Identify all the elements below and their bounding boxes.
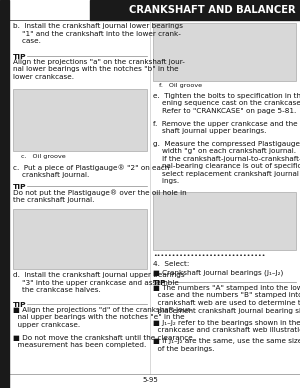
Text: g.  Measure the compressed Plastigauge®
    width "g" on each crankshaft journal: g. Measure the compressed Plastigauge® w… (153, 140, 300, 184)
Text: b.  Install the crankshaft journal lower bearings
    "1" and the crankshaft int: b. Install the crankshaft journal lower … (13, 23, 183, 44)
Bar (13, 209, 147, 269)
Text: e.  Tighten the bolts to specification in the tight-
    ening sequence cast on : e. Tighten the bolts to specification in… (153, 93, 300, 114)
Text: TIP: TIP (13, 184, 26, 190)
Text: CRANKSHAFT AND BALANCER: CRANKSHAFT AND BALANCER (129, 5, 296, 15)
Text: TIP: TIP (153, 280, 166, 286)
Text: ■ Crankshaft journal bearings (J₁–J₂): ■ Crankshaft journal bearings (J₁–J₂) (153, 270, 283, 277)
Text: ■ If J₁–J₂ are the same, use the same size for all
  of the bearings.: ■ If J₁–J₂ are the same, use the same si… (153, 338, 300, 352)
Bar (90, 0, 300, 20)
Bar (13, 89, 147, 151)
Text: f.   Oil groove: f. Oil groove (159, 83, 202, 88)
Text: ■ J₁–J₂ refer to the bearings shown in the lower
  crankcase and crankshaft web : ■ J₁–J₂ refer to the bearings shown in t… (153, 320, 300, 334)
Text: ■ The numbers "A" stamped into the lower crank-
  case and the numbers "B" stamp: ■ The numbers "A" stamped into the lower… (153, 285, 300, 314)
Text: 4.  Select:: 4. Select: (153, 261, 189, 267)
Text: TIP: TIP (13, 54, 26, 60)
Bar (153, 192, 296, 250)
Bar (153, 23, 296, 81)
Text: Do not put the Plastigauge® over the oil hole in
the crankshaft journal.: Do not put the Plastigauge® over the oil… (13, 189, 187, 203)
Text: Align the projections "a" on the crankshaft jour-
nal lower bearings with the no: Align the projections "a" on the cranksh… (13, 59, 185, 80)
Text: c.   Oil groove: c. Oil groove (21, 154, 66, 159)
Text: d.  Install the crankshaft journal upper bearings
    "3" into the upper crankca: d. Install the crankshaft journal upper … (13, 272, 184, 293)
Text: ••••••••••••••••••••••••••••••: •••••••••••••••••••••••••••••• (153, 253, 266, 258)
Text: 5-95: 5-95 (142, 377, 158, 383)
Text: ■ Align the projections "d" of the crankshaft jour-
  nal upper bearings with th: ■ Align the projections "d" of the crank… (13, 307, 192, 328)
Text: c.  Put a piece of Plastigauge® "2" on each
    crankshaft journal.: c. Put a piece of Plastigauge® "2" on ea… (13, 164, 169, 178)
Bar (0, 0, 9, 388)
Text: ■ Do not move the crankshaft until the clearance
  measurement has been complete: ■ Do not move the crankshaft until the c… (13, 335, 193, 348)
Text: f.  Remove the upper crankcase and the crank-
    shaft journal upper bearings.: f. Remove the upper crankcase and the cr… (153, 121, 300, 135)
Text: TIP: TIP (13, 302, 26, 308)
